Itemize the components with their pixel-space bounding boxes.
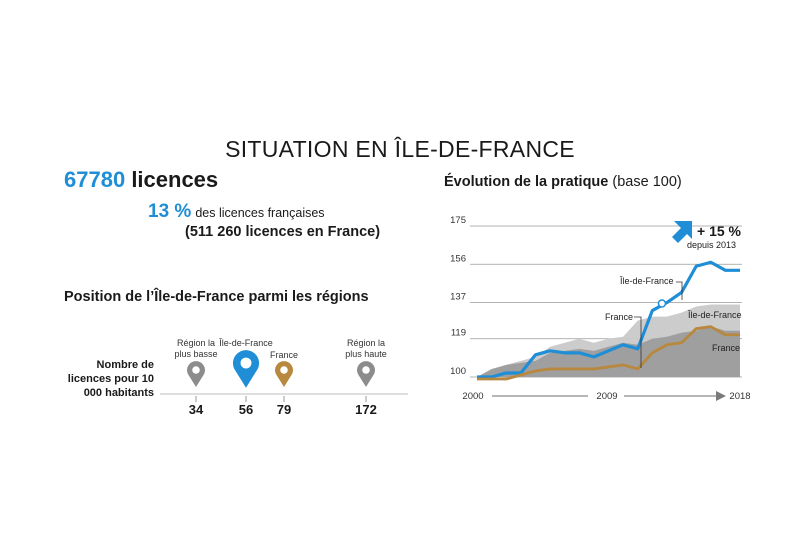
- y-tick-label: 137: [450, 292, 466, 303]
- france-total: (511 260 licences en France): [185, 224, 381, 240]
- chart-annotations: Île-de-France France Île-de-France France: [605, 276, 742, 368]
- map-pin-icon: [275, 361, 293, 387]
- line-series: [477, 260, 740, 379]
- marker-value: 34: [189, 402, 204, 417]
- pin-hole: [362, 366, 370, 374]
- share-line: 13 % des licences françaises: [148, 201, 325, 223]
- x-axis-arrow-icon: [716, 391, 726, 401]
- y-tick-label: 175: [450, 215, 466, 226]
- y-tick-label: 156: [450, 253, 466, 264]
- marker-label: Région la: [347, 338, 385, 348]
- x-tick-label: 2009: [596, 391, 617, 402]
- annotation-france-line: France: [605, 312, 633, 322]
- y-tick-label: 100: [450, 366, 466, 377]
- evolution-title-rest: (base 100): [608, 174, 682, 190]
- licence-count-word: licences: [131, 167, 219, 192]
- annotation-leader: [634, 316, 642, 368]
- marker-label: Île-de-France: [218, 338, 273, 348]
- annotation-france-area: France: [712, 343, 740, 353]
- marker-label: Région la: [177, 338, 215, 348]
- map-pin-icon: [357, 361, 375, 387]
- map-pin-icon: [232, 350, 260, 388]
- chart-lines: [477, 260, 740, 381]
- pin-hole: [192, 366, 200, 374]
- page-title: SITUATION EN ÎLE-DE-FRANCE: [225, 136, 575, 162]
- y-tick-label: 119: [451, 328, 466, 339]
- licence-count: 67780 licences: [64, 167, 218, 193]
- line-series: [477, 325, 740, 381]
- annotation-idf-line: Île-de-France: [619, 276, 674, 286]
- map-pin-icon: [187, 361, 205, 387]
- chart-y-ticks: 100 119 137 156 175: [450, 215, 466, 377]
- pin-hole: [240, 357, 252, 369]
- position-marker: France 79: [270, 350, 298, 417]
- arrow-up-right-icon: [672, 221, 692, 243]
- x-tick-label: 2018: [729, 391, 750, 402]
- share-text: des licences françaises: [195, 206, 325, 220]
- annotation-idf-area: Île-de-France: [687, 310, 742, 320]
- evolution-badge: + 15 % depuis 2013: [672, 221, 742, 250]
- evolution-title-bold: Évolution de la pratique: [444, 174, 609, 190]
- marker-value: 79: [277, 402, 291, 417]
- marker-label: plus haute: [345, 349, 387, 359]
- data-point-2013: [657, 299, 667, 308]
- marker-label: France: [270, 350, 298, 360]
- chart-x-axis: 2000 2009 2018: [462, 391, 751, 402]
- share-percent: 13 %: [148, 201, 192, 222]
- position-left-label: Nombre de licences pour 10 000 habitants: [67, 359, 154, 399]
- pin-hole: [280, 366, 288, 374]
- marker-label: plus basse: [174, 349, 217, 359]
- position-marker: Île-de-France 56: [218, 338, 273, 417]
- marker-value: 172: [355, 402, 377, 417]
- evolution-title: Évolution de la pratique (base 100): [444, 174, 682, 190]
- badge-value: + 15 %: [697, 223, 742, 239]
- x-tick-label: 2000: [462, 391, 483, 402]
- marker-value: 56: [239, 402, 253, 417]
- position-title: Position de l’Île-de-France parmi les ré…: [64, 289, 369, 305]
- licence-count-number: 67780: [64, 167, 126, 192]
- annotation-leader: [676, 281, 683, 300]
- badge-subtitle: depuis 2013: [687, 240, 736, 250]
